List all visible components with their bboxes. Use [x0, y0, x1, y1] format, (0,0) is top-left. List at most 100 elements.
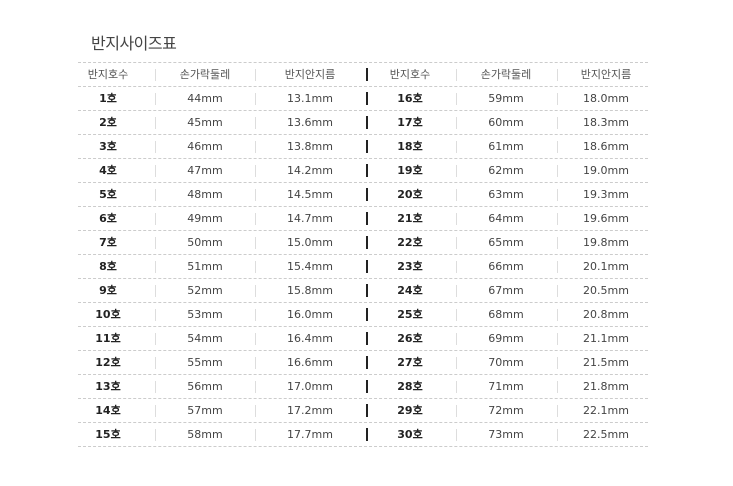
- cell-finger-circumference: 45mm: [187, 116, 223, 129]
- column-divider: [255, 333, 256, 345]
- cell-ring-number: 19호: [397, 164, 423, 177]
- cell-finger-circumference: 50mm: [187, 236, 223, 249]
- column-divider: [155, 189, 156, 201]
- cell-finger-circumference: 61mm: [488, 140, 524, 153]
- column-divider: [255, 69, 256, 81]
- cell-ring-number: 9호: [99, 284, 117, 297]
- cell-ring-number: 30호: [397, 428, 423, 441]
- cell-ring-number: 18호: [397, 140, 423, 153]
- column-divider: [456, 429, 457, 441]
- header-inner-diameter: 반지안지름: [580, 68, 632, 81]
- column-divider: [366, 68, 368, 81]
- cell-ring-number: 22호: [397, 236, 423, 249]
- header-finger-circumference: 손가락둘레: [179, 68, 231, 81]
- table-row: 13호 56mm 17.0mm 28호 71mm 21.8mm: [78, 375, 648, 399]
- column-divider: [255, 117, 256, 129]
- cell-finger-circumference: 47mm: [187, 164, 223, 177]
- header-ring-number: 반지호수: [87, 68, 129, 81]
- column-divider: [557, 165, 558, 177]
- cell-inner-diameter: 21.5mm: [583, 356, 629, 369]
- cell-inner-diameter: 13.1mm: [287, 92, 333, 105]
- column-divider: [456, 141, 457, 153]
- cell-ring-number: 2호: [99, 116, 117, 129]
- column-divider: [456, 189, 457, 201]
- header-inner-diameter: 반지안지름: [284, 68, 336, 81]
- column-divider: [366, 188, 368, 201]
- column-divider: [366, 92, 368, 105]
- cell-ring-number: 24호: [397, 284, 423, 297]
- column-divider: [557, 237, 558, 249]
- cell-ring-number: 10호: [95, 308, 121, 321]
- column-divider: [255, 165, 256, 177]
- column-divider: [255, 285, 256, 297]
- column-divider: [557, 117, 558, 129]
- cell-finger-circumference: 55mm: [187, 356, 223, 369]
- column-divider: [366, 236, 368, 249]
- page-title: 반지사이즈표: [91, 34, 177, 53]
- cell-finger-circumference: 56mm: [187, 380, 223, 393]
- cell-ring-number: 11호: [95, 332, 121, 345]
- column-divider: [456, 165, 457, 177]
- cell-finger-circumference: 58mm: [187, 428, 223, 441]
- cell-inner-diameter: 20.5mm: [583, 284, 629, 297]
- cell-ring-number: 20호: [397, 188, 423, 201]
- cell-finger-circumference: 73mm: [488, 428, 524, 441]
- column-divider: [366, 260, 368, 273]
- column-divider: [255, 261, 256, 273]
- cell-inner-diameter: 22.1mm: [583, 404, 629, 417]
- column-divider: [155, 141, 156, 153]
- cell-inner-diameter: 17.7mm: [287, 428, 333, 441]
- cell-ring-number: 23호: [397, 260, 423, 273]
- cell-finger-circumference: 64mm: [488, 212, 524, 225]
- column-divider: [155, 333, 156, 345]
- column-divider: [456, 117, 457, 129]
- column-divider: [366, 308, 368, 321]
- cell-inner-diameter: 19.0mm: [583, 164, 629, 177]
- cell-inner-diameter: 16.0mm: [287, 308, 333, 321]
- cell-finger-circumference: 66mm: [488, 260, 524, 273]
- cell-inner-diameter: 21.8mm: [583, 380, 629, 393]
- column-divider: [557, 261, 558, 273]
- column-divider: [557, 213, 558, 225]
- column-divider: [557, 189, 558, 201]
- cell-ring-number: 15호: [95, 428, 121, 441]
- column-divider: [557, 141, 558, 153]
- table-row: 10호 53mm 16.0mm 25호 68mm 20.8mm: [78, 303, 648, 327]
- cell-inner-diameter: 14.2mm: [287, 164, 333, 177]
- column-divider: [155, 309, 156, 321]
- cell-finger-circumference: 57mm: [187, 404, 223, 417]
- column-divider: [366, 380, 368, 393]
- column-divider: [366, 428, 368, 441]
- cell-inner-diameter: 22.5mm: [583, 428, 629, 441]
- column-divider: [155, 69, 156, 81]
- column-divider: [255, 237, 256, 249]
- table-row: 3호 46mm 13.8mm 18호 61mm 18.6mm: [78, 135, 648, 159]
- cell-ring-number: 1호: [99, 92, 117, 105]
- column-divider: [255, 381, 256, 393]
- cell-inner-diameter: 19.6mm: [583, 212, 629, 225]
- cell-finger-circumference: 63mm: [488, 188, 524, 201]
- cell-ring-number: 13호: [95, 380, 121, 393]
- cell-finger-circumference: 52mm: [187, 284, 223, 297]
- column-divider: [456, 309, 457, 321]
- cell-finger-circumference: 49mm: [187, 212, 223, 225]
- table-row: 1호 44mm 13.1mm 16호 59mm 18.0mm: [78, 87, 648, 111]
- column-divider: [366, 284, 368, 297]
- header-ring-number: 반지호수: [389, 68, 431, 81]
- table-row: 9호 52mm 15.8mm 24호 67mm 20.5mm: [78, 279, 648, 303]
- column-divider: [456, 405, 457, 417]
- cell-finger-circumference: 59mm: [488, 92, 524, 105]
- header-finger-circumference: 손가락둘레: [480, 68, 532, 81]
- cell-ring-number: 5호: [99, 188, 117, 201]
- cell-finger-circumference: 65mm: [488, 236, 524, 249]
- cell-inner-diameter: 14.5mm: [287, 188, 333, 201]
- cell-ring-number: 3호: [99, 140, 117, 153]
- cell-ring-number: 27호: [397, 356, 423, 369]
- cell-inner-diameter: 16.4mm: [287, 332, 333, 345]
- cell-inner-diameter: 14.7mm: [287, 212, 333, 225]
- cell-finger-circumference: 60mm: [488, 116, 524, 129]
- cell-inner-diameter: 15.8mm: [287, 284, 333, 297]
- column-divider: [557, 429, 558, 441]
- column-divider: [155, 237, 156, 249]
- column-divider: [155, 165, 156, 177]
